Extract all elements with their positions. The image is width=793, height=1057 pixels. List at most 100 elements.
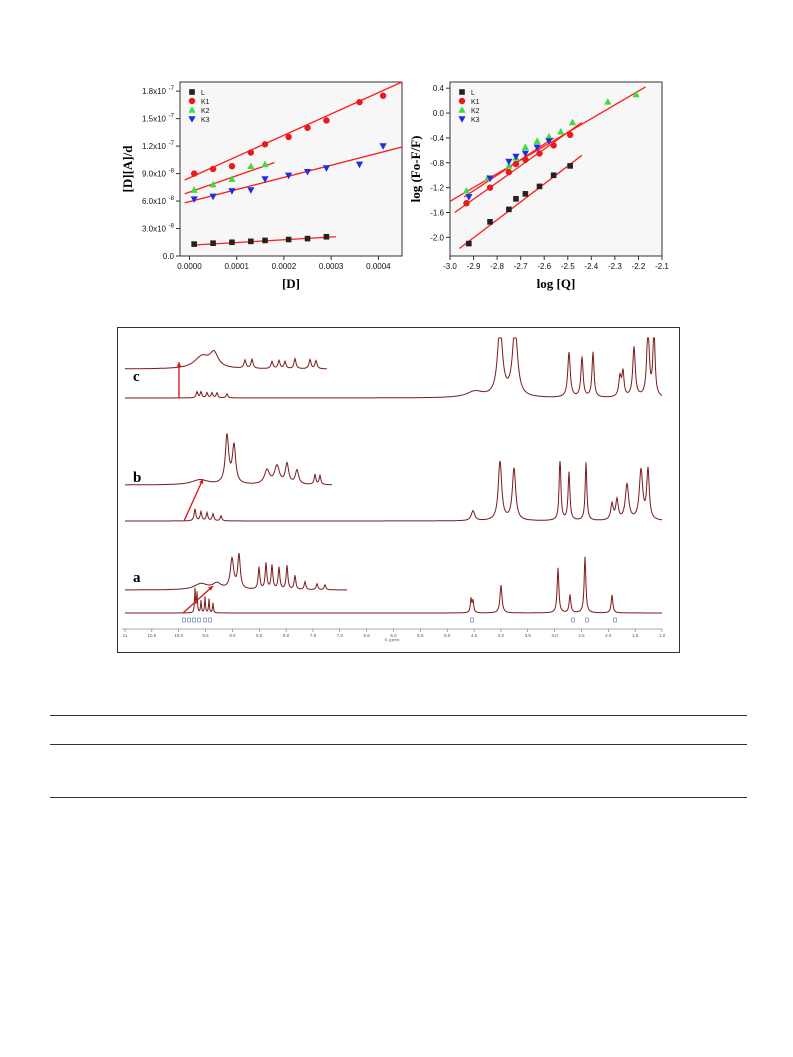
data-point-k2	[228, 175, 236, 182]
data-point-l	[536, 183, 543, 190]
nmr-trace-label-c: c	[133, 369, 140, 385]
x-tick-label: -2.8	[490, 262, 504, 271]
data-point-k1	[228, 163, 236, 170]
stern-volmer-plot-xlabel: log [Q]	[537, 276, 576, 291]
nmr-arrow-a	[182, 585, 214, 614]
nmr-inset-a	[125, 552, 347, 591]
binding-plot: 0.03.0x10 -86.0x10 -89.0x10 -81.2x10 -71.5x1…	[120, 81, 403, 291]
y-tick-label: 0.0	[433, 109, 445, 118]
data-point-k2	[462, 186, 471, 194]
data-point-k1	[209, 165, 217, 173]
nmr-axis-tick-label: 10.0	[174, 633, 183, 638]
x-tick-label: -2.4	[584, 262, 598, 271]
fit-line-k1	[184, 81, 403, 181]
legend-marker-k3	[188, 116, 196, 123]
data-point-l	[550, 172, 557, 179]
nmr-axis-tick-label: 7.0	[337, 633, 344, 638]
nmr-inset-b	[125, 433, 332, 486]
nmr-axis-tick-label: 6.0	[390, 633, 397, 638]
data-point-l	[248, 238, 254, 245]
x-tick-label: -2.7	[514, 262, 528, 271]
data-point-k2	[632, 90, 640, 98]
data-point-k1	[190, 170, 198, 177]
legend-marker-k1	[458, 97, 466, 105]
legend-marker-k2	[458, 106, 466, 113]
nmr-axis-tick-label: 10.5	[147, 633, 156, 638]
data-point-k3	[505, 158, 513, 166]
y-tick-label: 3.0x10	[142, 225, 167, 234]
data-point-l	[191, 241, 197, 247]
stern-volmer-plot-frame	[449, 81, 663, 257]
nmr-axis-tick-label: 9.0	[229, 633, 236, 638]
data-point-k2	[604, 98, 612, 105]
nmr-arrow-b-head	[199, 479, 204, 484]
nmr-axis-tick-label: 6.5	[364, 633, 371, 638]
data-point-k3	[247, 187, 255, 194]
data-point-l	[210, 240, 216, 246]
data-point-l	[513, 196, 519, 202]
data-point-k2	[533, 137, 541, 144]
x-tick-label: -2.9	[467, 262, 481, 271]
nmr-trace-a	[125, 556, 662, 614]
y-tick-exponent: -7	[169, 86, 175, 92]
integration-marker	[197, 617, 201, 623]
x-tick-label: -2.3	[608, 262, 622, 271]
data-point-k2	[568, 118, 577, 126]
legend-label-k2: K2	[471, 108, 480, 115]
y-tick-label: -2.0	[430, 233, 444, 242]
integration-marker	[203, 617, 207, 623]
nmr-trace-c	[125, 337, 663, 399]
legend-label-k1: K1	[201, 99, 210, 106]
y-tick-exponent: -7	[169, 141, 175, 147]
y-tick-label: 6.0x10	[142, 197, 167, 206]
fit-line-l	[459, 154, 583, 250]
data-point-k3	[209, 193, 217, 201]
x-tick-label: 0.0002	[272, 262, 297, 271]
x-tick-label: -3.0	[443, 262, 457, 271]
nmr-arrow-b	[183, 478, 204, 522]
integration-marker	[613, 617, 617, 623]
data-point-k2	[209, 180, 217, 188]
data-point-k3	[228, 188, 236, 195]
integration-marker	[192, 617, 196, 623]
data-point-l	[285, 236, 292, 243]
nmr-inset-c	[125, 349, 327, 370]
legend-label-l: L	[201, 90, 205, 97]
nmr-axis-tick-label: 11	[123, 633, 128, 638]
nmr-axis-tick-label: 2.5	[578, 633, 585, 638]
nmr-arrow-c-head	[176, 362, 182, 367]
data-point-k2	[190, 186, 198, 193]
legend-marker-k2	[188, 106, 196, 113]
y-tick-label: -1.2	[430, 184, 444, 193]
data-point-k1	[379, 92, 387, 99]
legend-label-k3: K3	[471, 117, 480, 124]
data-point-k1	[536, 150, 543, 157]
nmr-axis-tick-label: 3.5	[525, 633, 532, 638]
legend-marker-k1	[188, 97, 196, 105]
fit-line-k1	[454, 121, 583, 214]
x-tick-label: 0.0001	[224, 262, 249, 271]
x-tick-label: -2.1	[655, 262, 669, 271]
data-point-k2	[247, 162, 255, 170]
data-point-k1	[486, 184, 494, 191]
data-point-k2	[505, 162, 513, 169]
fit-line-k2	[449, 86, 646, 202]
binding-plot-xlabel: [D]	[282, 276, 300, 291]
legend-label-k2: K2	[201, 108, 210, 115]
y-tick-exponent: -8	[169, 196, 175, 202]
x-tick-label: -2.5	[561, 262, 575, 271]
data-point-k1	[463, 199, 470, 207]
data-point-k3	[521, 150, 529, 158]
integration-marker	[470, 617, 474, 623]
data-point-k1	[356, 98, 363, 106]
nmr-axis-tick-label: 5.0	[444, 633, 451, 638]
nmr-axis-tick-label: 8.5	[256, 633, 263, 638]
nmr-trace-label-b: b	[133, 470, 141, 486]
nmr-axis-tick-label: 5.5	[417, 633, 424, 638]
data-point-k3	[303, 168, 312, 176]
legend-label-k1: K1	[471, 99, 480, 106]
data-point-k2	[545, 132, 553, 140]
y-tick-label: 1.8x10	[142, 87, 167, 96]
y-tick-exponent: -8	[169, 169, 175, 175]
data-point-k3	[285, 172, 293, 180]
